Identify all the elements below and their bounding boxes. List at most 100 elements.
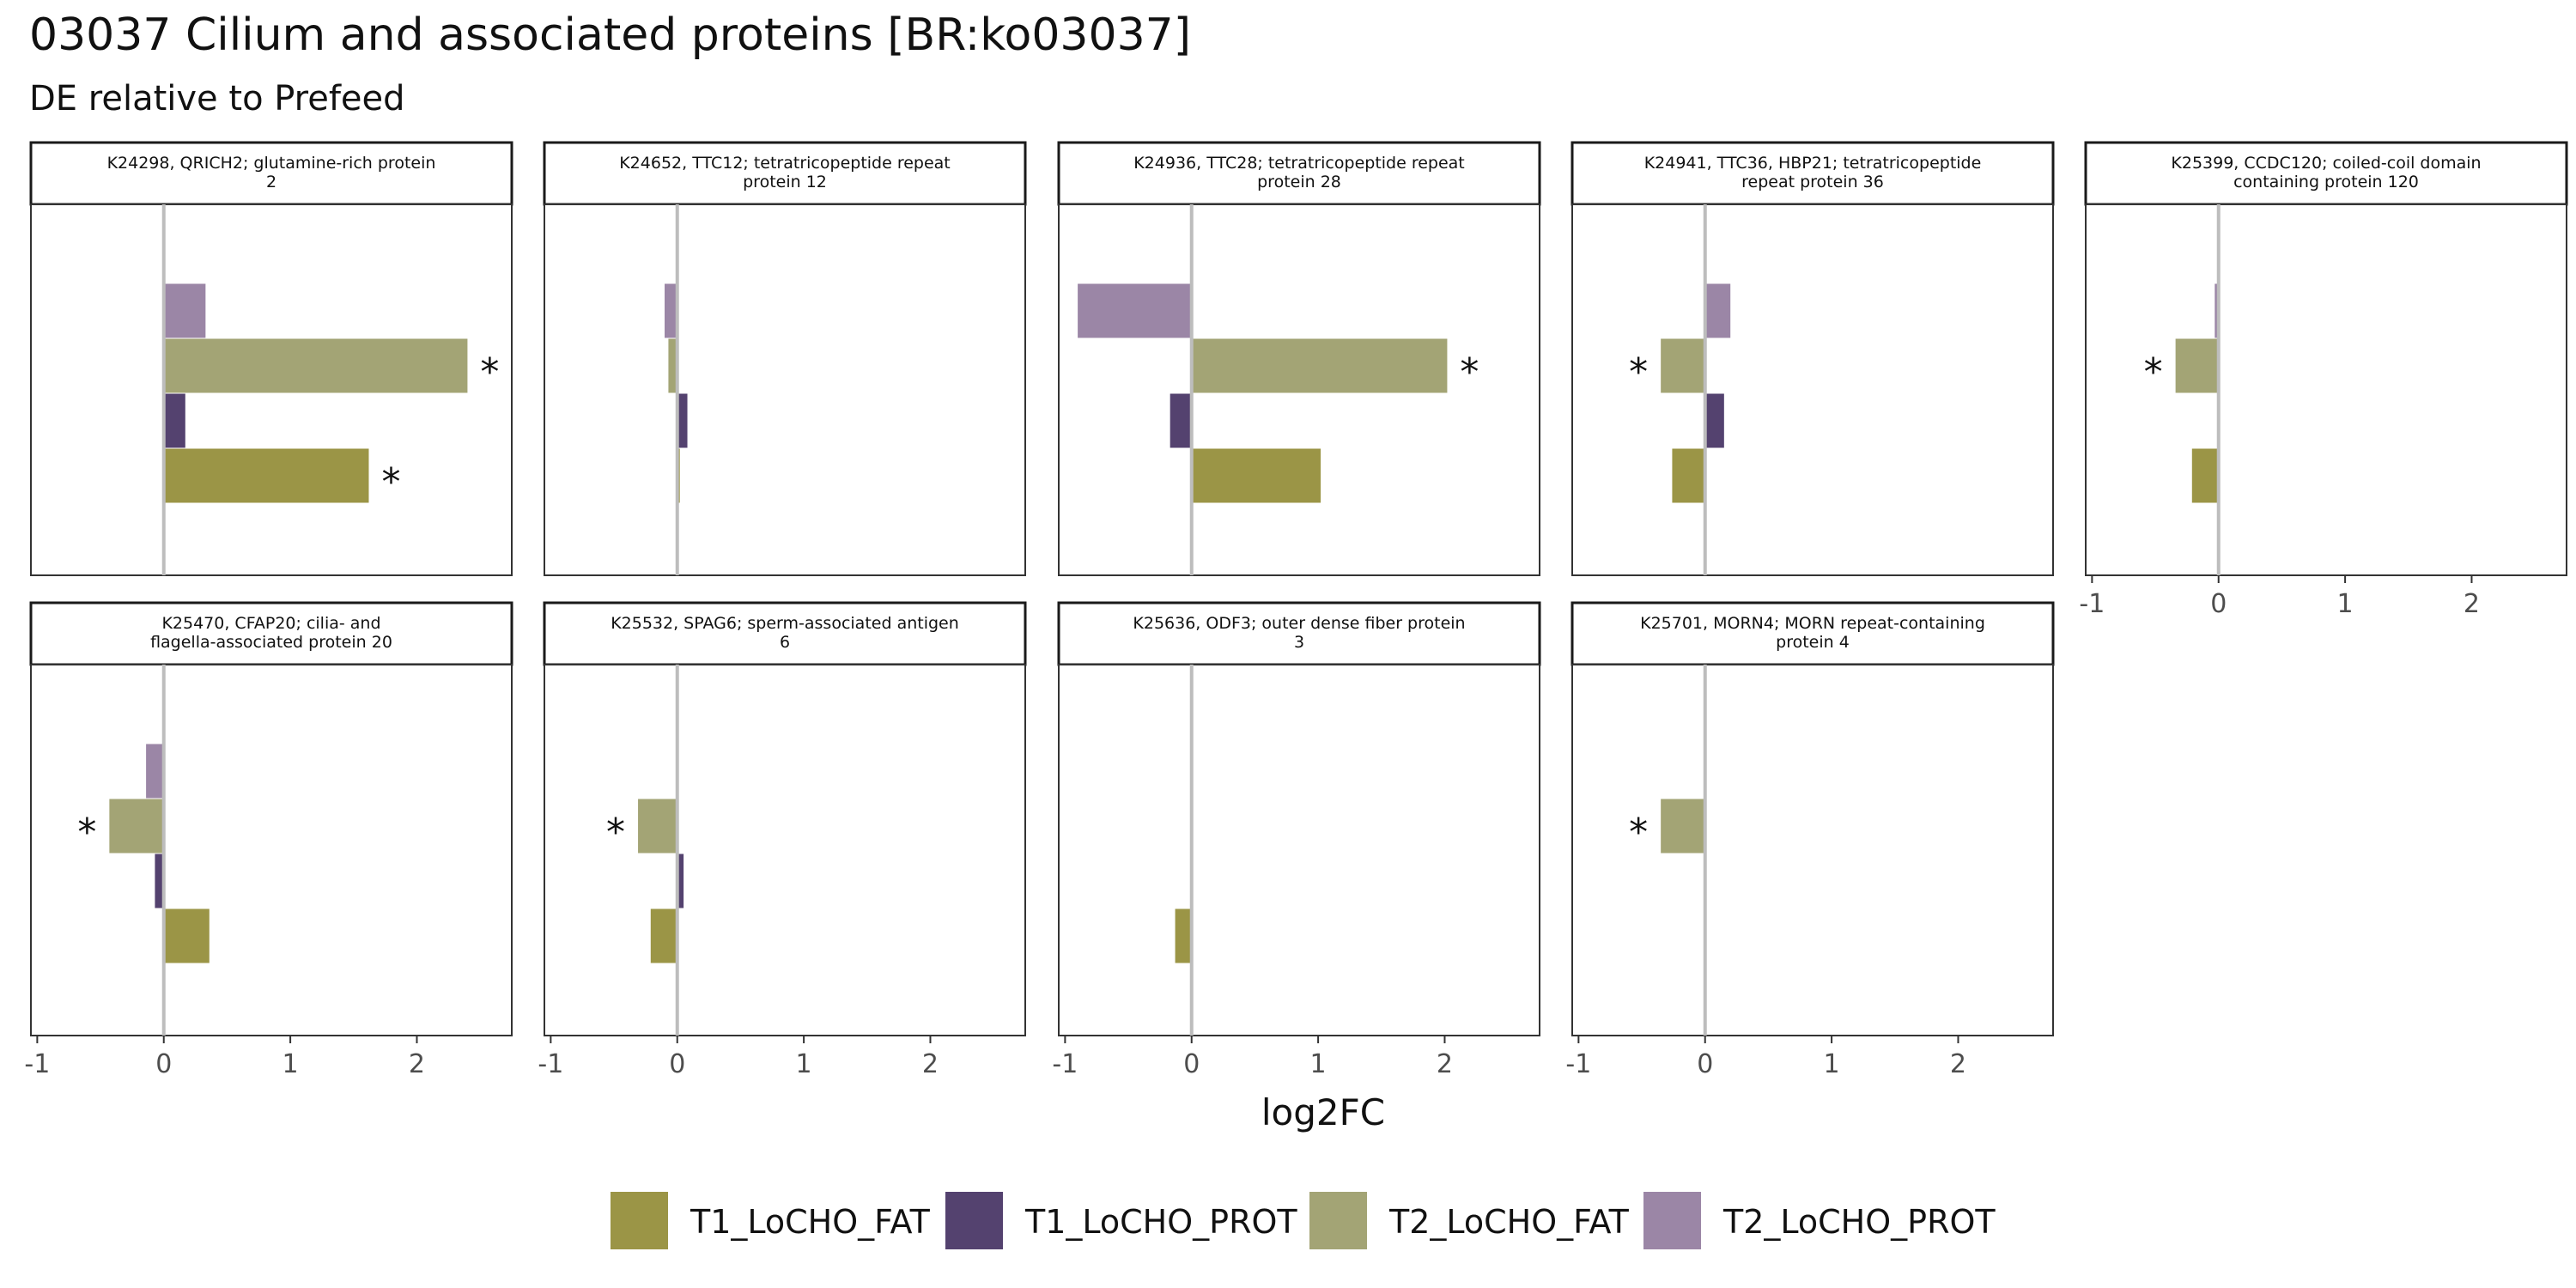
facet-3-bar-t2-locho-fat bbox=[1191, 338, 1448, 393]
facet-2-strip bbox=[543, 141, 1027, 206]
legend-item-t1-locho-fat: T1_LoCHO_FAT bbox=[611, 1192, 931, 1249]
facet-3-bar-t1-locho-prot bbox=[1170, 393, 1192, 448]
facet-1-bar-t1-locho-prot bbox=[163, 393, 185, 448]
facet-1-strip bbox=[29, 141, 513, 206]
legend-item-t2-locho-prot-swatch bbox=[1643, 1192, 1701, 1249]
legend-item-t1-locho-prot-swatch bbox=[945, 1192, 1003, 1249]
facet-9-x-tick-label: 0 bbox=[1697, 1049, 1713, 1079]
facet-7-x-tick-label: 2 bbox=[922, 1049, 939, 1079]
facet-7-x-tick-label: 1 bbox=[796, 1049, 812, 1079]
facet-1-significance-star: * bbox=[480, 350, 499, 394]
legend-item-t2-locho-prot-label: T2_LoCHO_PROT bbox=[1722, 1203, 1996, 1241]
facet-5-x-tick-label: -1 bbox=[2079, 589, 2105, 619]
facet-9-significance-star: * bbox=[1629, 811, 1648, 854]
facet-5-strip bbox=[2084, 141, 2568, 206]
facet-5-significance-star: * bbox=[2144, 350, 2163, 394]
facet-7-panel-border bbox=[544, 664, 1026, 1036]
facet-7-strip bbox=[543, 601, 1027, 666]
facet-7-bar-t1-locho-prot bbox=[677, 854, 684, 908]
facet-4-bar-t2-locho-prot bbox=[1704, 283, 1731, 338]
chart-subtitle: DE relative to Prefeed bbox=[29, 79, 405, 118]
facet-1-bar-t2-locho-prot bbox=[163, 283, 206, 338]
facet-9-x-tick-label: 1 bbox=[1824, 1049, 1840, 1079]
legend-item-t1-locho-prot: T1_LoCHO_PROT bbox=[945, 1192, 1297, 1249]
facet-4-bar-t1-locho-prot bbox=[1704, 393, 1724, 448]
facet-2-bar-t2-locho-fat bbox=[668, 338, 677, 393]
facet-5-x-tick-label: 2 bbox=[2464, 589, 2480, 619]
facet-9-x-tick-label: 2 bbox=[1950, 1049, 1966, 1079]
facet-3-strip-label: K24936, TTC28; tetratricopeptide repeat p… bbox=[1133, 154, 1465, 191]
facet-2-bar-t1-locho-prot bbox=[677, 393, 688, 448]
facet-6-bar-t1-locho-prot bbox=[155, 854, 164, 908]
facet-2-bar-t2-locho-prot bbox=[665, 283, 677, 338]
facet-9: K25701, MORN4; MORN repeat-containing pro… bbox=[1565, 601, 2055, 1079]
x-axis-label: log2FC bbox=[1261, 1091, 1385, 1133]
facet-1-significance-star: * bbox=[381, 460, 400, 504]
facet-5: K25399, CCDC120; coiled-coil domain conta… bbox=[2079, 141, 2568, 619]
facet-4: K24941, TTC36, HBP21; tetratricopeptide r… bbox=[1571, 141, 2055, 576]
legend-item-t1-locho-prot-label: T1_LoCHO_PROT bbox=[1024, 1203, 1297, 1241]
facet-8-panel-border bbox=[1058, 664, 1540, 1036]
facet-6-x-tick-label: 0 bbox=[155, 1049, 172, 1079]
facet-8-x-tick-label: 0 bbox=[1183, 1049, 1200, 1079]
facet-6-bar-t2-locho-prot bbox=[146, 744, 164, 799]
facet-3: K24936, TTC28; tetratricopeptide repeat p… bbox=[1057, 141, 1541, 576]
facet-3-bar-t2-locho-prot bbox=[1078, 283, 1192, 338]
facet-3-strip bbox=[1057, 141, 1541, 206]
facet-3-bar-t1-locho-fat bbox=[1191, 448, 1321, 503]
facet-9-strip-label: K25701, MORN4; MORN repeat-containing pro… bbox=[1640, 614, 1985, 652]
facet-8: K25636, ODF3; outer dense fiber protein 3… bbox=[1052, 601, 1541, 1079]
facet-8-bar-t1-locho-fat bbox=[1175, 908, 1192, 963]
facet-2-panel-border bbox=[544, 204, 1026, 576]
facet-7-strip-label: K25532, SPAG6; sperm-associated antigen 6 bbox=[611, 614, 959, 652]
facet-6-bar-t1-locho-fat bbox=[163, 908, 210, 963]
facet-1-strip-label: K24298, QRICH2; glutamine-rich protein 2 bbox=[107, 154, 436, 191]
facet-4-strip bbox=[1571, 141, 2055, 206]
facet-8-x-tick-label: 2 bbox=[1437, 1049, 1453, 1079]
facet-7-significance-star: * bbox=[606, 811, 625, 854]
legend-item-t1-locho-fat-label: T1_LoCHO_FAT bbox=[690, 1203, 931, 1241]
facet-7: K25532, SPAG6; sperm-associated antigen 6… bbox=[538, 601, 1027, 1079]
facet-2: K24652, TTC12; tetratricopeptide repeat p… bbox=[543, 141, 1027, 576]
facet-4-strip-label: K24941, TTC36, HBP21; tetratricopeptide r… bbox=[1644, 154, 1982, 191]
facet-5-strip-label: K25399, CCDC120; coiled-coil domain conta… bbox=[2171, 154, 2481, 191]
legend-item-t2-locho-fat: T2_LoCHO_FAT bbox=[1309, 1192, 1630, 1249]
facet-4-bar-t2-locho-fat bbox=[1661, 338, 1705, 393]
facet-4-bar-t1-locho-fat bbox=[1672, 448, 1705, 503]
facet-6-x-tick-label: 2 bbox=[409, 1049, 425, 1079]
facet-6-bar-t2-locho-fat bbox=[109, 799, 164, 854]
facet-5-x-tick-label: 1 bbox=[2337, 589, 2354, 619]
chart-title: 03037 Cilium and associated proteins [BR… bbox=[29, 9, 1191, 61]
facet-1: K24298, QRICH2; glutamine-rich protein 2 *… bbox=[29, 141, 513, 576]
facet-2-strip-label: K24652, TTC12; tetratricopeptide repeat p… bbox=[619, 154, 951, 191]
facet-4-significance-star: * bbox=[1629, 350, 1648, 394]
facet-5-x-tick-label: 0 bbox=[2210, 589, 2227, 619]
facet-5-bar-t2-locho-fat bbox=[2175, 338, 2219, 393]
legend: T1_LoCHO_FAT T1_LoCHO_PROT T2_LoCHO_FAT T2_… bbox=[611, 1192, 1996, 1249]
legend-item-t2-locho-prot: T2_LoCHO_PROT bbox=[1643, 1192, 1996, 1249]
legend-item-t2-locho-fat-swatch bbox=[1309, 1192, 1367, 1249]
facet-5-bar-t2-locho-prot bbox=[2215, 283, 2219, 338]
facet-7-bar-t1-locho-fat bbox=[650, 908, 677, 963]
facet-8-strip-label: K25636, ODF3; outer dense fiber protein 3 bbox=[1133, 614, 1465, 652]
facet-8-x-tick-label: -1 bbox=[1052, 1049, 1078, 1079]
facet-1-bar-t2-locho-fat bbox=[163, 338, 468, 393]
facet-5-bar-t1-locho-fat bbox=[2191, 448, 2219, 503]
facet-6-strip-label: K25470, CFAP20; cilia- and flagella-assoc… bbox=[150, 614, 392, 652]
facet-panels: K24298, QRICH2; glutamine-rich protein 2 *… bbox=[24, 141, 2568, 1079]
facet-5-panel-border bbox=[2085, 204, 2567, 576]
facet-7-bar-t2-locho-fat bbox=[638, 799, 677, 854]
facet-9-x-tick-label: -1 bbox=[1565, 1049, 1591, 1079]
legend-item-t2-locho-fat-label: T2_LoCHO_FAT bbox=[1388, 1203, 1630, 1241]
facet-4-panel-border bbox=[1571, 204, 2054, 576]
facet-6-x-tick-label: -1 bbox=[24, 1049, 50, 1079]
facet-9-panel-border bbox=[1571, 664, 2054, 1036]
facet-6-significance-star: * bbox=[77, 811, 96, 854]
facet-6-panel-border bbox=[30, 664, 513, 1036]
facet-8-strip bbox=[1057, 601, 1541, 666]
legend-item-t1-locho-fat-swatch bbox=[611, 1192, 668, 1249]
facet-1-bar-t1-locho-fat bbox=[163, 448, 369, 503]
facet-7-x-tick-label: 0 bbox=[669, 1049, 685, 1079]
facet-6-x-tick-label: 1 bbox=[283, 1049, 299, 1079]
